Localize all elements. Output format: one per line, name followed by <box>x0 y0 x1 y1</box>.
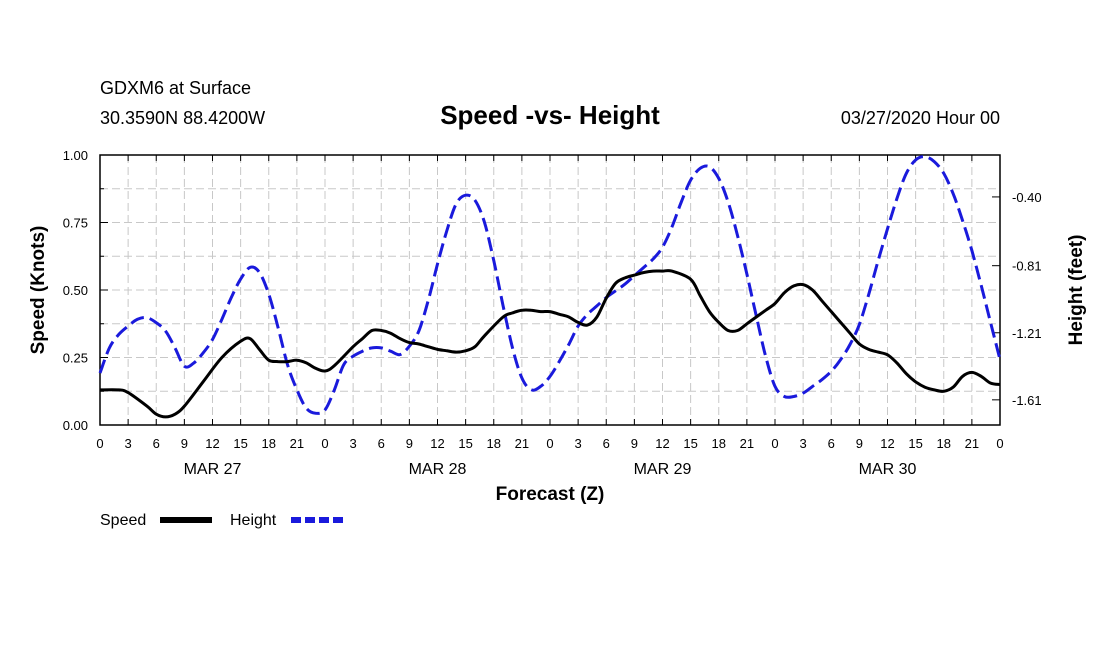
x-tick-label: 0 <box>996 436 1003 451</box>
x-tick-label: 18 <box>487 436 501 451</box>
chart-title: Speed -vs- Height <box>440 100 660 130</box>
series-lines <box>98 155 1002 419</box>
grid-lines <box>100 155 1000 425</box>
right-tick-label: -0.40 <box>1012 190 1042 205</box>
x-tick-label: 18 <box>262 436 276 451</box>
x-tick-label: 18 <box>937 436 951 451</box>
x-tick-label: 21 <box>290 436 304 451</box>
right-tick-label: -1.21 <box>1012 326 1042 341</box>
right-tick-label: -0.81 <box>1012 259 1042 274</box>
x-tick-label: 3 <box>350 436 357 451</box>
x-tick-label: 0 <box>321 436 328 451</box>
x-tick-label: 0 <box>771 436 778 451</box>
x-tick-label: 21 <box>965 436 979 451</box>
x-tick-labels: 0 3 6 9 12 15 18 21 0 3 6 9 12 15 18 21 0 3 6 9 12 15 18 21 0 3 6 9… <box>96 436 1003 451</box>
datetime-label: 03/27/2020 Hour 00 <box>841 108 1000 128</box>
right-tick-label: -1.61 <box>1012 393 1042 408</box>
x-tick-label: 12 <box>430 436 444 451</box>
x-tick-label: 12 <box>205 436 219 451</box>
x-tick-label: 6 <box>378 436 385 451</box>
x-tick-label: 15 <box>908 436 922 451</box>
x-tick-label: 15 <box>683 436 697 451</box>
series-line-speed <box>99 269 1001 419</box>
left-tick-label: 0.50 <box>63 283 88 298</box>
x-tick-label: 12 <box>880 436 894 451</box>
x-tick-label: 9 <box>181 436 188 451</box>
x-tick-label: 6 <box>153 436 160 451</box>
date-label: MAR 28 <box>409 461 467 478</box>
right-tick-labels: -0.40 -0.81 -1.21 -1.61 <box>1012 190 1042 408</box>
x-tick-label: 0 <box>546 436 553 451</box>
date-label: MAR 30 <box>859 461 917 478</box>
left-tick-label: 1.00 <box>63 148 88 163</box>
x-tick-label: 15 <box>458 436 472 451</box>
x-tick-label: 6 <box>828 436 835 451</box>
left-tick-label: 0.00 <box>63 418 88 433</box>
x-tick-label: 18 <box>712 436 726 451</box>
date-label: MAR 27 <box>184 461 242 478</box>
legend: Speed Height <box>100 512 343 529</box>
axis-ticks <box>99 154 1001 426</box>
x-tick-label: 9 <box>631 436 638 451</box>
x-tick-label: 21 <box>740 436 754 451</box>
coordinates-label: 30.3590N 88.4200W <box>100 108 265 128</box>
x-tick-label: 21 <box>515 436 529 451</box>
left-axis-title: Speed (Knots) <box>28 226 49 355</box>
x-tick-label: 12 <box>655 436 669 451</box>
x-tick-label: 0 <box>96 436 103 451</box>
x-tick-label: 15 <box>233 436 247 451</box>
date-label: MAR 29 <box>634 461 692 478</box>
x-axis-title: Forecast (Z) <box>496 484 605 505</box>
left-tick-labels: 0.00 0.25 0.50 0.75 1.00 <box>63 148 88 433</box>
legend-label-speed: Speed <box>100 512 146 529</box>
left-tick-label: 0.75 <box>63 216 88 231</box>
legend-label-height: Height <box>230 512 277 529</box>
station-label: GDXM6 at Surface <box>100 78 251 98</box>
right-axis-title: Height (feet) <box>1066 235 1087 346</box>
date-labels: MAR 27 MAR 28 MAR 29 MAR 30 <box>184 461 917 478</box>
series-line-height <box>98 155 1002 415</box>
left-tick-label: 0.25 <box>63 351 88 366</box>
x-tick-label: 9 <box>406 436 413 451</box>
x-tick-label: 3 <box>575 436 582 451</box>
x-tick-label: 9 <box>856 436 863 451</box>
x-tick-label: 3 <box>800 436 807 451</box>
x-tick-label: 3 <box>125 436 132 451</box>
x-tick-label: 6 <box>603 436 610 451</box>
